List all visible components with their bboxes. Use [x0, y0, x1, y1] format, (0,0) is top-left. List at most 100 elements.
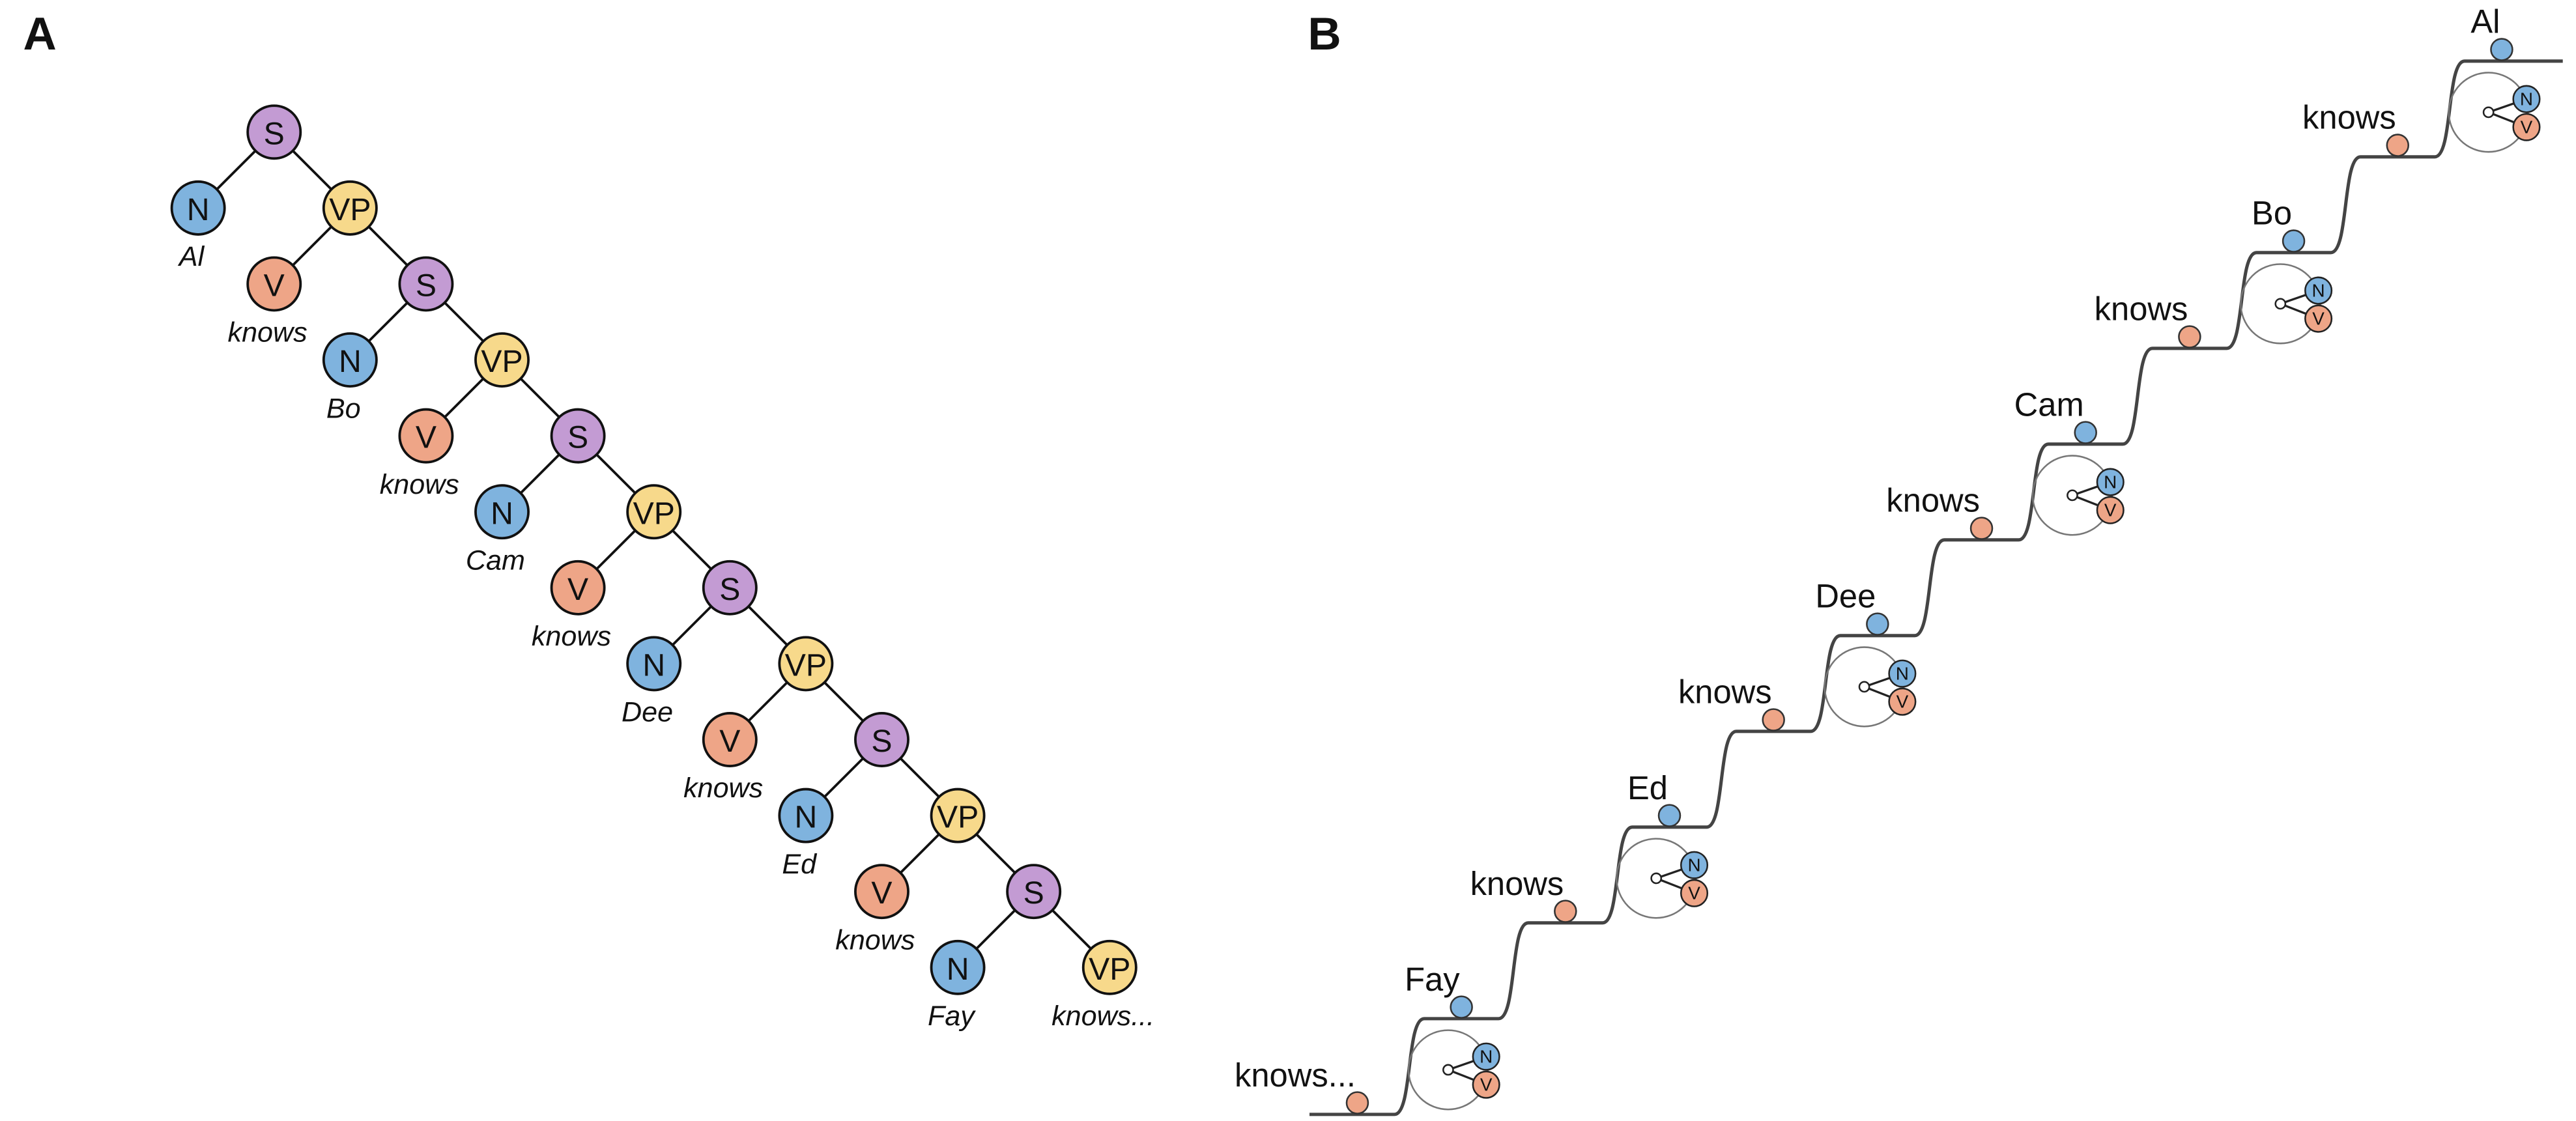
word-dot [1657, 804, 1682, 827]
icon-label: N [1687, 855, 1700, 875]
icon-node [2096, 468, 2125, 496]
node-label: V [719, 724, 740, 759]
word: Ed [1627, 769, 1668, 806]
word-dot [1345, 1091, 1369, 1114]
node-label: N [795, 800, 818, 835]
tree-node [474, 484, 530, 540]
icon-node [1472, 1042, 1500, 1071]
word: knows... [1052, 1000, 1154, 1032]
icon-label: V [1688, 883, 1700, 903]
word: knows [380, 469, 459, 500]
tree-node [854, 864, 909, 920]
icon-node [1472, 1070, 1500, 1099]
icon-root [2274, 298, 2287, 310]
node-label: S [264, 116, 285, 151]
word: Cam [2014, 386, 2084, 423]
word-dot [1762, 708, 1785, 731]
icon-node [1888, 659, 1917, 688]
tree-node [246, 256, 302, 312]
icon-node [2304, 276, 2333, 305]
word: knows [2302, 99, 2396, 136]
word: Fay [928, 1000, 976, 1032]
icon-node [1680, 879, 1709, 907]
word: Fay [1405, 961, 1460, 998]
staircase: AlNVknowsBoNVknowsCamNVknowsDeeNVknowsEd… [1235, 3, 2563, 1116]
node-label: N [187, 192, 210, 227]
word: knows [2095, 291, 2188, 328]
node-label: V [567, 572, 588, 607]
tree-node [930, 939, 986, 995]
word: knows [532, 621, 611, 652]
tree-node [626, 636, 682, 692]
word-dot [2178, 325, 2201, 348]
tree-node [550, 560, 606, 616]
tree-node [550, 408, 606, 464]
icon-root [2482, 106, 2495, 119]
tree-node [702, 560, 758, 616]
stair-line [1309, 59, 2563, 1116]
icon-label: N [2520, 89, 2533, 109]
word: knows [683, 773, 763, 804]
word: knows... [1235, 1057, 1356, 1094]
icon-node [2304, 304, 2333, 333]
word-dot [1554, 900, 1577, 923]
word: knows [1470, 865, 1564, 902]
panel-label: B [1308, 8, 1341, 60]
icon-label: V [2104, 500, 2117, 520]
word: knows [1678, 674, 1772, 711]
word-dot [1866, 612, 1889, 636]
word: knows [835, 924, 915, 956]
icon-node [2512, 113, 2541, 141]
node-label: VP [329, 192, 371, 227]
node-label: VP [785, 647, 827, 683]
tree-node [702, 712, 758, 767]
word-dot [2386, 134, 2409, 157]
node-label: N [642, 647, 665, 683]
icon-label: V [1896, 692, 1909, 712]
tree-node [854, 712, 909, 767]
word: Ed [782, 849, 818, 880]
word-dot [1969, 517, 1994, 540]
word: Al [177, 241, 205, 272]
tree-node [398, 256, 454, 312]
word-dot [2282, 229, 2306, 253]
icon-label: V [2312, 309, 2325, 329]
word: Bo [2252, 195, 2292, 232]
word: knows [1886, 482, 1980, 519]
word: Bo [326, 393, 361, 424]
node-label: V [416, 420, 436, 455]
icon-node [1680, 851, 1709, 879]
icon-label: V [1480, 1075, 1493, 1095]
word-dot [1450, 995, 1473, 1019]
node-label: S [1023, 875, 1044, 911]
icon-label: N [2104, 472, 2117, 492]
node-label: S [719, 572, 740, 607]
icon-root [1442, 1064, 1454, 1076]
icon-node [2096, 496, 2125, 524]
node-label: S [567, 420, 588, 455]
node-label: V [264, 268, 285, 303]
word: Al [2470, 3, 2500, 40]
word: Dee [1815, 578, 1876, 615]
icon-node [2512, 85, 2541, 113]
icon-label: N [2312, 281, 2325, 301]
word: Cam [466, 545, 525, 576]
icon-root [2067, 489, 2078, 502]
tree-node [398, 408, 454, 464]
word: knows [228, 317, 308, 348]
tree-node [778, 788, 834, 844]
icon-label: N [1480, 1047, 1493, 1067]
node-label: N [491, 496, 513, 531]
word: Dee [622, 697, 673, 728]
node-label: N [947, 952, 969, 987]
node-label: VP [633, 496, 675, 531]
tree-node [322, 180, 378, 236]
tree-node [778, 636, 834, 692]
node-label: V [871, 875, 892, 911]
tree-node [322, 332, 378, 388]
node-label: N [339, 344, 362, 379]
word-dot [2074, 421, 2097, 444]
tree-node [170, 180, 226, 236]
icon-label: V [2521, 117, 2533, 137]
